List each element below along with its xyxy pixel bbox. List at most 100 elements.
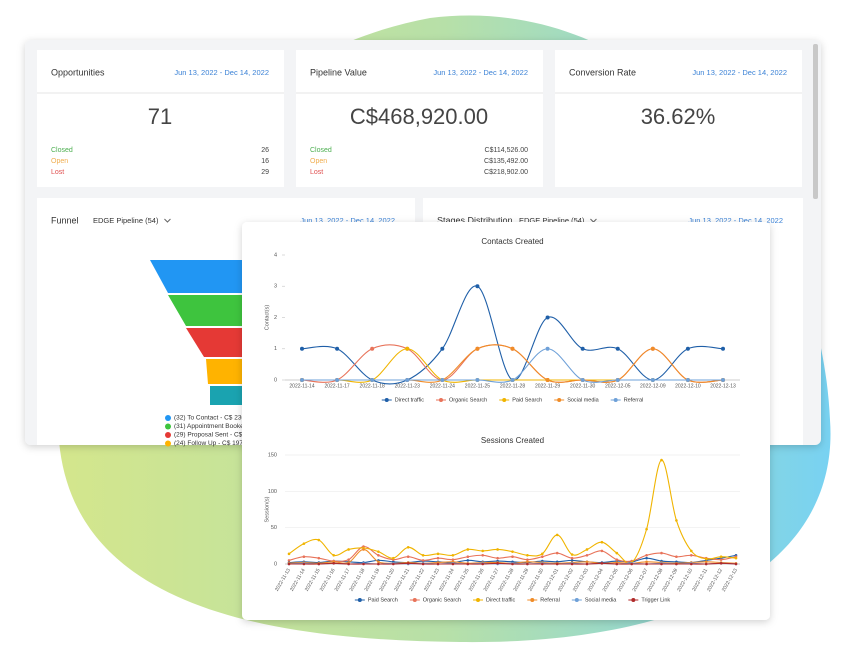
data-point [615,346,620,351]
legend-marker [476,598,481,602]
data-point [287,562,291,566]
legend-label: (32) To Contact - C$ 230 [174,415,245,422]
y-tick-label: 4 [274,252,277,258]
data-point [377,550,380,553]
reports-panel [242,222,770,620]
data-point [370,346,375,351]
legend-label: Direct traffic [486,597,515,603]
legend: Direct traffic Organic Search Paid Search S… [381,397,643,403]
legend-label: Trigger Link [641,597,670,603]
row-value: 29 [261,169,269,176]
data-point [406,545,410,549]
y-axis-label: Session(s) [264,496,270,522]
data-point [377,553,380,557]
data-point [496,556,499,560]
data-point [436,556,440,560]
data-point [392,562,395,566]
data-point [466,559,470,562]
data-point [451,562,455,566]
data-point [436,562,440,566]
data-point [511,555,514,559]
data-point [600,549,604,553]
x-tick-label: 2022-12-09 [640,383,666,389]
x-tick-label: 2022-12-10 [675,383,701,389]
data-point [300,346,304,351]
cards: Opportunities Jun 13, 2022 - Dec 14, 2022… [37,50,802,187]
data-point [721,378,725,382]
data-point [600,561,604,565]
legend-label: Social media [567,397,599,403]
data-point [377,560,380,564]
data-point [570,559,574,562]
y-tick-label: 150 [268,452,277,458]
data-point [475,378,480,382]
legend-label: Paid Search [368,597,398,603]
data-point [585,562,589,566]
legend-dot [165,432,171,438]
data-point [570,562,574,566]
x-tick-label: 2022-12-13 [710,383,736,389]
panel-date: Jun 13, 2022 - Dec 14, 2022 [300,216,395,225]
x-tick-label: 2022-12-05 [605,383,631,389]
data-point [362,548,365,551]
data-point [645,556,648,560]
data-point [650,378,655,382]
scrollbar [813,44,818,199]
data-point [526,553,529,557]
data-point [545,315,550,320]
legend-label: Social media [585,597,617,603]
data-point [660,458,663,462]
x-tick-label: 2022-11-29 [535,383,560,389]
row-label: Open [51,158,68,165]
y-tick-label: 3 [274,284,277,290]
data-point [600,540,604,544]
legend-label: Direct traffic [395,397,424,403]
row-value: C$114,526.00 [485,147,529,154]
legend-marker [574,598,579,602]
data-point [645,560,648,564]
x-tick-label: 2022-11-18 [360,383,385,389]
y-tick-label: 0 [274,377,277,383]
data-point [526,560,529,564]
x-tick-label: 2022-11-23 [395,383,420,389]
data-point [704,562,708,566]
legend-dot [165,440,171,447]
data-point [347,562,350,566]
legend-marker [384,398,389,402]
data-point [555,533,559,537]
data-point [615,562,619,566]
data-point [650,346,655,351]
data-point [685,346,690,351]
data-point [645,553,648,557]
card-date: Jun 13, 2022 - Dec 14, 2022 [433,68,528,77]
legend: Paid Search Organic Search Direct traffic R… [354,597,670,603]
x-tick-label: 2022-11-30 [570,383,595,389]
legend-marker [530,598,535,602]
card-title: Opportunities [51,67,105,77]
data-point [704,557,708,561]
data-point [526,558,529,561]
data-point [405,346,410,351]
row-value: C$218,902.00 [484,169,528,176]
panel-title: Funnel [51,215,79,225]
legend-marker [412,598,417,602]
data-point [580,346,585,351]
data-point [335,378,340,382]
data-point [481,553,485,557]
data-point [719,555,723,559]
row-label: Closed [51,147,73,154]
data-point [719,558,723,561]
data-point [332,561,336,565]
data-point [615,551,619,555]
x-tick-label: 2022-11-28 [500,383,525,389]
pipeline-select: EDGE Pipeline (54) [519,216,585,225]
row-label: Lost [51,169,64,176]
data-point [466,562,470,566]
legend-marker [439,398,443,402]
data-point [719,561,723,565]
legend-dot [165,423,171,430]
y-axis-label: Contact(s) [264,305,270,331]
kpi-card [296,50,543,187]
data-point [317,562,321,566]
legend-label: (24) Follow Up - C$ 197 [174,440,243,447]
